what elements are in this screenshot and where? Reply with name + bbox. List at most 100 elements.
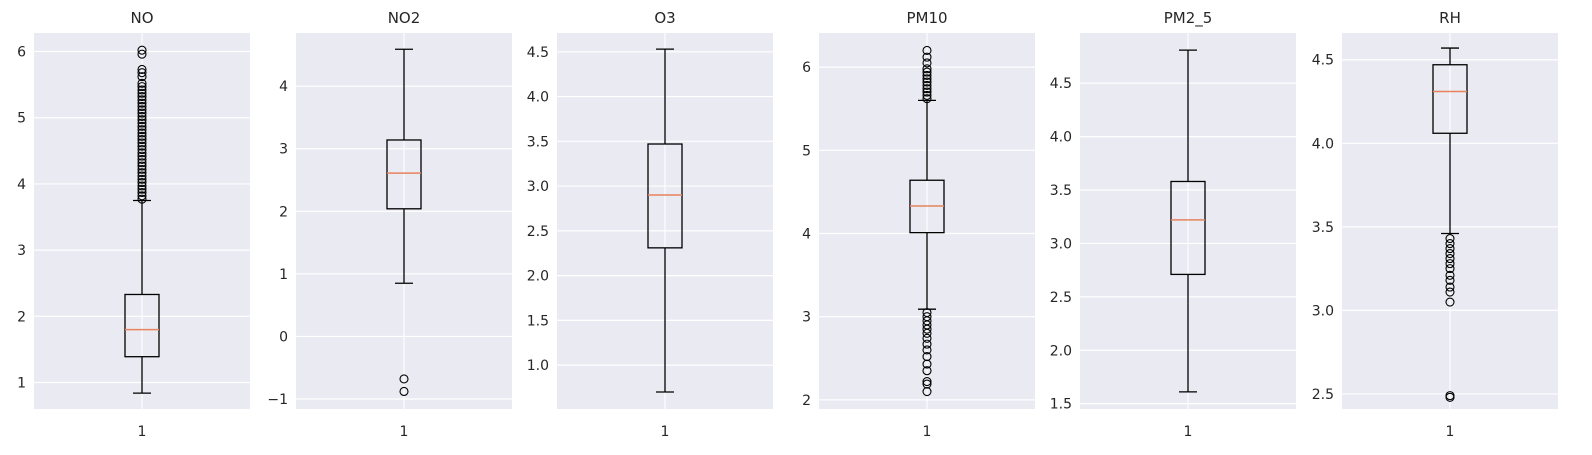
- outlier-point: [137, 101, 147, 112]
- outlier-point: [1445, 392, 1455, 402]
- outlier-point: [137, 85, 147, 95]
- outlier-point: [922, 324, 932, 334]
- outlier-point: [137, 115, 147, 125]
- y-tick-label: 3.5: [1050, 183, 1072, 199]
- outlier-point: [137, 128, 147, 138]
- outlier-point: [137, 82, 147, 92]
- y-tick-label: 2.5: [527, 224, 549, 240]
- outlier-point: [137, 108, 147, 118]
- outlier-point: [137, 191, 147, 201]
- outlier-point: [137, 164, 147, 174]
- panel-no2: −1 0 1 2 3 4 1 NO2: [267, 9, 512, 440]
- y-tick-label: 4.5: [1312, 53, 1334, 69]
- outlier-point: [922, 376, 932, 387]
- panel-rh: 2.5 3.0 3.5 4.0 4.5 1 RH: [1312, 9, 1558, 440]
- outlier-point: [1445, 239, 1455, 249]
- y-tick-label: 1.0: [527, 358, 549, 374]
- x-tick-label: 1: [1184, 424, 1193, 440]
- outlier-point: [137, 141, 147, 151]
- outlier-point: [137, 154, 147, 164]
- outlier-point: [922, 74, 932, 84]
- outlier-point: [137, 184, 147, 194]
- outlier-point: [1445, 264, 1455, 274]
- y-tick-label: 3: [802, 310, 811, 326]
- panel-pm2-5: 1.5 2.0 2.5 3.0 3.5 4.0 4.5 1 PM2_5: [1050, 9, 1296, 440]
- outlier-point: [137, 45, 147, 55]
- panel-title: RH: [1439, 9, 1461, 27]
- outlier-point: [922, 87, 932, 97]
- outlier-point: [137, 118, 147, 128]
- y-tick-label: 2: [17, 309, 26, 325]
- y-tick-label: 4.0: [1312, 136, 1334, 152]
- outlier-point: [1445, 275, 1455, 285]
- x-tick-label: 1: [138, 424, 147, 440]
- y-tick-label: 1: [279, 267, 288, 283]
- outlier-point: [922, 359, 932, 369]
- y-tick-label: 3: [279, 142, 288, 158]
- outlier-point: [137, 151, 147, 161]
- outlier-point: [137, 72, 147, 82]
- outlier-point: [1445, 297, 1455, 307]
- outlier-point: [137, 138, 147, 148]
- x-tick-label: 1: [661, 424, 670, 440]
- outlier-point: [1445, 282, 1455, 292]
- outlier-point: [1445, 259, 1455, 269]
- y-tick-label: 3: [17, 243, 26, 259]
- outlier-point: [137, 161, 147, 171]
- y-tick-label: 2.0: [527, 269, 549, 285]
- y-tick-label: 3.0: [1050, 236, 1072, 252]
- y-tick-label: 3.0: [527, 179, 549, 195]
- outlier-point: [137, 88, 147, 98]
- y-tick-label: 6: [17, 45, 26, 61]
- outlier-point: [922, 77, 932, 87]
- outlier-point: [922, 45, 932, 56]
- box-iqr: [124, 293, 160, 358]
- outlier-point: [1445, 233, 1455, 244]
- outlier-point: [1445, 244, 1455, 254]
- x-tick-label: 1: [1446, 424, 1455, 440]
- outlier-point: [399, 374, 409, 384]
- outlier-point: [137, 68, 147, 78]
- outlier-point: [922, 94, 932, 104]
- y-tick-label: 4: [802, 226, 811, 242]
- outlier-point: [137, 98, 147, 108]
- x-tick-label: 1: [400, 424, 409, 440]
- y-tick-label: 2.5: [1050, 290, 1072, 306]
- y-tick-label: 1.5: [1050, 397, 1072, 413]
- box-iqr: [647, 143, 683, 249]
- y-tick-label: 2.0: [1050, 343, 1072, 359]
- y-tick-label: 3.5: [1312, 220, 1334, 236]
- outlier-point: [922, 90, 932, 100]
- outlier-point: [137, 64, 147, 74]
- y-tick-label: 2: [802, 393, 811, 409]
- box-iqr: [1432, 64, 1468, 134]
- panel-title: PM10: [906, 9, 947, 27]
- y-tick-label: 1: [17, 376, 26, 392]
- outlier-point: [1445, 287, 1455, 297]
- outlier-point: [137, 144, 147, 155]
- outlier-point: [1445, 249, 1455, 259]
- y-tick-label: 4.5: [527, 45, 549, 61]
- outlier-point: [137, 95, 147, 105]
- panel-title: PM2_5: [1164, 9, 1213, 28]
- outlier-point: [137, 174, 147, 184]
- x-tick-label: 1: [923, 424, 932, 440]
- panel-title: NO2: [388, 9, 421, 27]
- outlier-point: [922, 84, 932, 94]
- y-tick-label: 4.0: [1050, 130, 1072, 146]
- outlier-point: [137, 131, 147, 141]
- outlier-point: [137, 135, 147, 145]
- outlier-point: [137, 168, 147, 178]
- outlier-point: [922, 339, 932, 349]
- outlier-point: [137, 181, 147, 191]
- outlier-point: [137, 148, 147, 158]
- panel-pm10: 2 3 4 5 6 1 PM10: [802, 9, 1035, 440]
- outlier-point: [922, 80, 932, 90]
- y-tick-label: 0: [279, 329, 288, 345]
- y-tick-label: 1.5: [527, 313, 549, 329]
- outlier-point: [922, 328, 932, 338]
- outlier-point: [922, 64, 932, 74]
- outlier-point: [137, 121, 147, 131]
- outlier-point: [137, 158, 147, 168]
